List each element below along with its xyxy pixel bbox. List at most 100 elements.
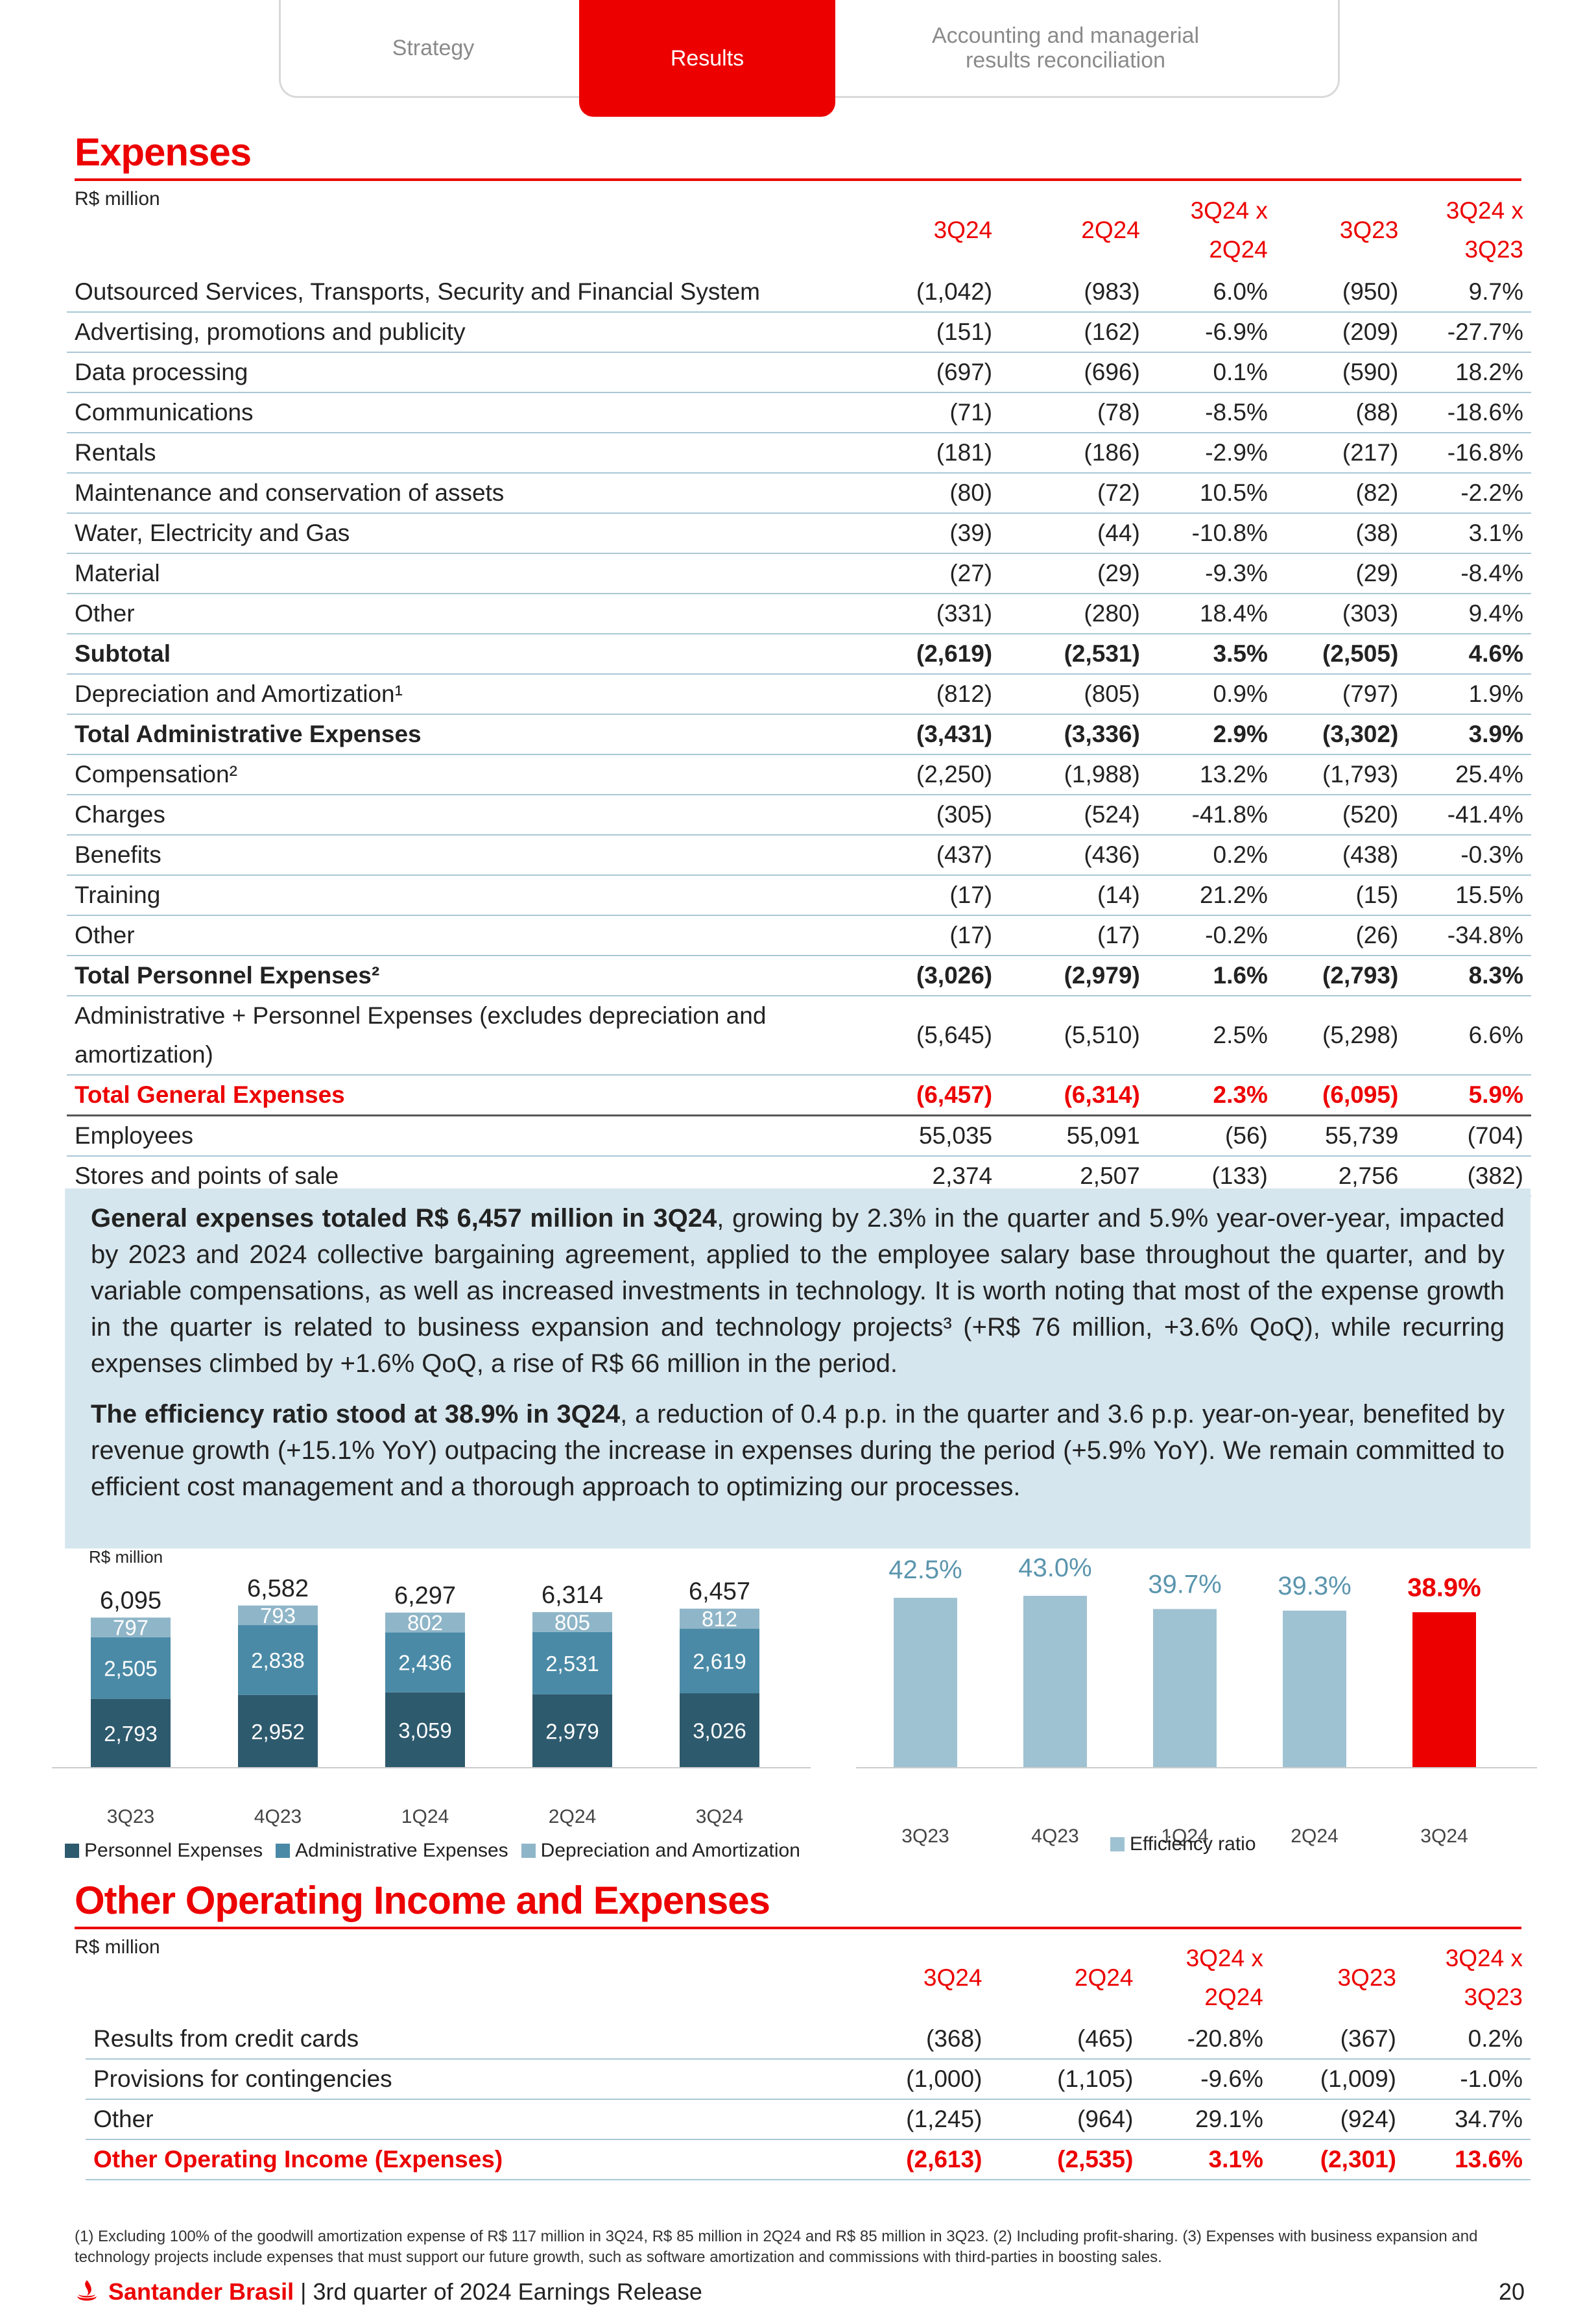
cell-value: (2,531) (1000, 634, 1148, 675)
cell-value: (181) (818, 433, 1001, 474)
cell-value: (17) (818, 915, 1001, 956)
cell-value: (2,250) (818, 754, 1001, 795)
other-operating-title: Other Operating Income and Expenses (75, 1879, 770, 1922)
cell-value: (964) (990, 2099, 1141, 2140)
row-label: Benefits (67, 835, 818, 876)
cell-value: (3,302) (1275, 714, 1407, 755)
table-row: Administrative + Personnel Expenses (exc… (67, 996, 1531, 1076)
x-tick-label: 1Q24 (1161, 1825, 1208, 1847)
cell-value: -6.9% (1147, 312, 1276, 353)
table-row: Total Personnel Expenses² (3,026) (2,979) 1… (67, 956, 1531, 996)
cell-value: (5,298) (1275, 996, 1407, 1076)
cell-value: (805) (1000, 674, 1148, 715)
cell-value: -9.3% (1147, 553, 1276, 594)
bar-segment-depreciation-and-amortization (680, 1608, 759, 1629)
x-tick-label: 3Q23 (107, 1806, 154, 1827)
cell-value: 2.9% (1147, 714, 1276, 755)
table-row: Subtotal (2,619) (2,531) 3.5% (2,505) 4.6% (67, 634, 1531, 675)
cell-value: (465) (990, 2019, 1141, 2060)
total-label: 6,582 (247, 1575, 309, 1602)
cell-value: (6,457) (818, 1075, 1001, 1116)
table-row: Other Operating Income (Expenses) (2,613)… (86, 2139, 1530, 2180)
efficiency-bar (1412, 1612, 1476, 1768)
row-label: Communications (67, 392, 818, 433)
cell-value: (437) (818, 835, 1001, 876)
cell-value: 0.1% (1147, 352, 1276, 393)
expenses-title: Expenses (75, 130, 252, 174)
table-row: Rentals (181) (186) -2.9% (217) -16.8% (67, 433, 1531, 474)
bar-segment-depreciation-and-amortization (238, 1605, 318, 1626)
table-row: Outsourced Services, Transports, Securit… (67, 272, 1531, 313)
cell-value: (72) (1000, 473, 1148, 514)
efficiency-bar (894, 1598, 957, 1768)
tab-accounting-reconciliation[interactable]: Accounting and managerial results reconc… (931, 23, 1200, 73)
cell-value: (39) (818, 513, 1001, 554)
efficiency-bar (1153, 1609, 1217, 1768)
cell-value: 10.5% (1147, 473, 1276, 514)
cell-value: (17) (818, 875, 1001, 916)
efficiency-bar (1023, 1596, 1087, 1768)
cell-value: (6,095) (1275, 1075, 1407, 1116)
row-label: Administrative + Personnel Expenses (exc… (67, 996, 818, 1076)
cell-value: (1,793) (1275, 754, 1407, 795)
cell-value: 1.6% (1147, 956, 1276, 996)
bar-segment-administrative-expenses (532, 1632, 612, 1694)
cell-value: (217) (1275, 433, 1407, 474)
page-number: 20 (1498, 2278, 1525, 2305)
tab-results[interactable]: Results (579, 0, 835, 117)
segment-label: 793 (260, 1604, 296, 1628)
cell-value: -10.8% (1147, 513, 1276, 554)
cell-value: (3,026) (818, 956, 1001, 996)
commentary-box: General expenses totaled R$ 6,457 millio… (65, 1188, 1530, 1548)
top-nav-tabs: Strategy Results Accounting and manageri… (279, 0, 1340, 117)
cell-value: (438) (1275, 835, 1407, 876)
other-operating-table: 3Q24 2Q24 3Q24 x 2Q24 3Q23 3Q24 x 3Q23 Res… (86, 1936, 1530, 2180)
footnotes: (1) Excluding 100% of the goodwill amort… (75, 2228, 1478, 2266)
legend-item-administrative: Administrative Expenses (276, 1840, 508, 1862)
cell-value: 6.6% (1406, 996, 1531, 1076)
cell-value: -0.3% (1406, 835, 1531, 876)
cell-value: (1,042) (818, 272, 1001, 313)
cell-value: 18.4% (1147, 594, 1276, 634)
cell-value: 0.9% (1147, 674, 1276, 715)
cell-value: (78) (1000, 392, 1148, 433)
tab-strategy[interactable]: Strategy (392, 36, 475, 60)
bar-segment-personnel-expenses (385, 1692, 465, 1768)
cell-value: (186) (1000, 433, 1148, 474)
table-row: Data processing (697) (696) 0.1% (590) 18.2% (67, 352, 1531, 393)
total-label: 6,457 (689, 1578, 750, 1606)
table-row: Total Administrative Expenses (3,431) (3,3… (67, 714, 1531, 755)
cell-value: -8.4% (1406, 553, 1531, 594)
cell-value: (924) (1270, 2099, 1404, 2140)
cell-value: 13.2% (1147, 754, 1276, 795)
cell-value: (697) (818, 352, 1001, 393)
cell-value: (14) (1000, 875, 1148, 916)
cell-value: (1,009) (1270, 2059, 1404, 2100)
cell-value: (5,645) (818, 996, 1001, 1076)
row-label: Outsourced Services, Transports, Securit… (67, 272, 818, 313)
cell-value: -16.8% (1406, 433, 1531, 474)
bar-segment-depreciation-and-amortization (385, 1612, 465, 1633)
cell-value: (305) (818, 795, 1001, 836)
row-label: Other Operating Income (Expenses) (86, 2139, 803, 2180)
cell-value: (80) (818, 473, 1001, 514)
efficiency-value-label: 39.7% (1148, 1570, 1221, 1598)
col-header: 3Q24 (933, 217, 993, 243)
bar-segment-administrative-expenses (385, 1632, 465, 1692)
cell-value: (6,314) (1000, 1075, 1148, 1116)
x-tick-label: 1Q24 (401, 1806, 449, 1827)
efficiency-value-label: 39.3% (1278, 1572, 1351, 1600)
cell-value: -41.8% (1147, 795, 1276, 836)
cell-value: 55,739 (1275, 1114, 1407, 1157)
other-operating-unit: R$ million (75, 1936, 160, 1958)
x-tick-label: 2Q24 (1291, 1825, 1338, 1847)
cell-value: 0.2% (1147, 835, 1276, 876)
cell-value: 4.6% (1406, 634, 1531, 675)
cell-value: 8.3% (1406, 956, 1531, 996)
legend-swatch (65, 1844, 79, 1858)
cell-value: -2.2% (1406, 473, 1531, 514)
segment-label: 2,952 (251, 1720, 305, 1744)
efficiency-bar (1283, 1610, 1346, 1768)
row-label: Compensation² (67, 754, 818, 795)
x-tick-label: 2Q24 (549, 1806, 596, 1827)
